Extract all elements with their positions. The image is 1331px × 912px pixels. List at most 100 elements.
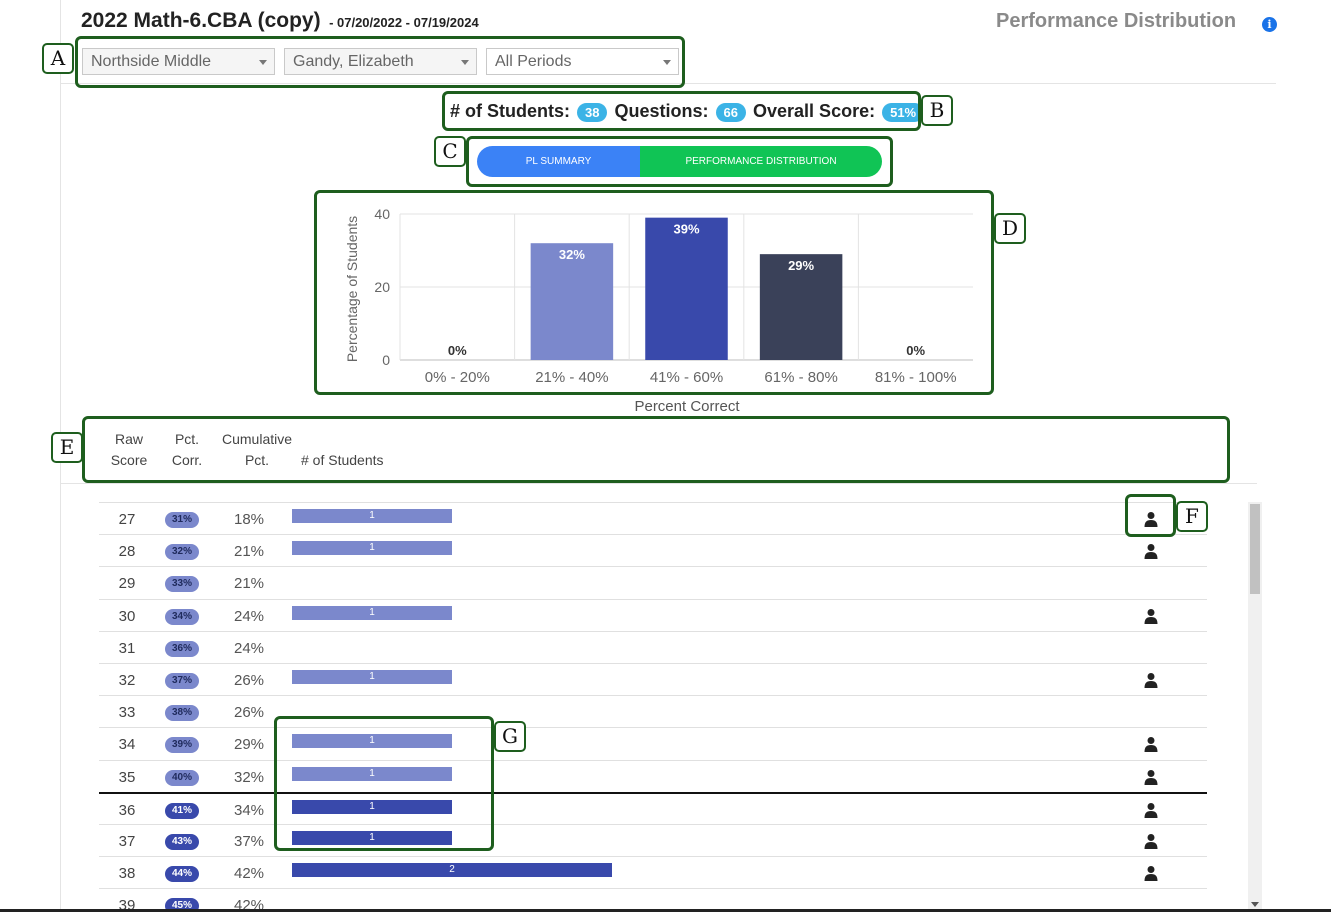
performance-distribution-chart: 0% 32% 39% 29% 0% 0 20 40 0% - 20% 21% - 40% 41% … <box>344 206 973 415</box>
raw-score-cell: 36 <box>118 801 136 819</box>
annotation-tag-b: B <box>921 95 953 126</box>
bottom-border <box>0 909 1331 912</box>
student-count-bar[interactable]: 2 <box>292 863 612 878</box>
bar-data-label: 29% <box>788 258 814 273</box>
raw-score-cell: 34 <box>118 736 136 754</box>
assessment-title: 2022 Math-6.CBA (copy) <box>81 9 321 32</box>
annotation-tag-c: C <box>434 136 466 167</box>
period-select[interactable]: All Periods <box>486 48 679 75</box>
bar[interactable] <box>645 217 728 360</box>
table-row: 36 41% 34% 1 <box>99 791 1207 824</box>
school-select[interactable]: Northside Middle <box>82 48 275 75</box>
annotation-box-f <box>1125 494 1176 537</box>
bar-data-label: 0% <box>448 343 467 358</box>
table-scrollbar[interactable] <box>1248 502 1262 909</box>
overall-score-badge: 51% <box>882 102 925 122</box>
annotation-tag-d: D <box>994 213 1026 244</box>
scroll-down-arrow[interactable] <box>1251 902 1259 907</box>
cumulative-pct-cell: 37% <box>234 833 265 850</box>
student-count-bar[interactable]: 1 <box>292 509 452 523</box>
x-tick-label: 41% - 60% <box>650 369 723 386</box>
student-count-bar[interactable]: 1 <box>292 734 452 749</box>
info-icon[interactable]: i <box>1262 17 1277 32</box>
scrollbar-thumb[interactable] <box>1250 504 1260 594</box>
student-count-bar[interactable]: 1 <box>292 541 452 556</box>
y-tick-label: 20 <box>374 279 390 295</box>
pct-correct-badge: 43% <box>165 834 199 850</box>
student-count-bar[interactable]: 1 <box>292 670 452 684</box>
cumulative-header-line1: Cumulative <box>221 431 293 447</box>
bar-data-label: 0% <box>906 343 925 358</box>
bar[interactable] <box>530 243 614 360</box>
annotation-box-e <box>82 416 1230 483</box>
person-icon[interactable] <box>1143 802 1159 818</box>
pct-correct-badge: 39% <box>165 737 199 754</box>
person-icon[interactable] <box>1143 608 1159 624</box>
view-title: Performance Distribution <box>996 10 1237 32</box>
chevron-down-icon <box>663 60 671 65</box>
raw-score-cell: 29 <box>118 575 136 593</box>
raw-score-cell: 33 <box>118 704 136 722</box>
pct-correct-badge: 44% <box>165 866 199 883</box>
pct-correct-badge: 33% <box>165 576 199 593</box>
student-count-header: # of Students <box>301 452 384 468</box>
table-row: 31 36% 24% <box>99 630 1207 663</box>
y-tick-label: 40 <box>374 206 390 222</box>
cumulative-pct-cell: 24% <box>234 639 265 657</box>
table-row: 30 34% 24% 1 <box>99 598 1207 631</box>
raw-score-cell: 37 <box>118 833 136 850</box>
pct-correct-header-line1: Pct. <box>174 431 200 447</box>
raw-score-cell: 35 <box>118 768 136 786</box>
raw-score-cell: 28 <box>118 543 136 561</box>
pct-correct-badge: 40% <box>165 769 199 786</box>
header-divider <box>61 83 1276 84</box>
teacher-select[interactable]: Gandy, Elizabeth <box>284 48 477 75</box>
person-icon[interactable] <box>1143 543 1159 560</box>
person-icon[interactable] <box>1143 769 1159 785</box>
pct-correct-badge: 45% <box>165 898 199 909</box>
table-header-divider <box>61 483 1257 484</box>
raw-score-cell: 31 <box>118 639 136 657</box>
cumulative-pct-cell: 24% <box>234 607 265 625</box>
table-row: 38 44% 42% 2 <box>99 856 1207 888</box>
cumulative-pct-cell: 42% <box>234 865 265 883</box>
cumulative-pct-header: Cumulative Pct. <box>217 429 297 471</box>
raw-score-cell: 32 <box>118 672 136 689</box>
student-count-bar[interactable]: 1 <box>292 799 452 814</box>
pct-correct-badge: 41% <box>165 802 199 819</box>
questions-label: Questions: <box>614 101 709 121</box>
view-toggle: PL SUMMARY PERFORMANCE DISTRIBUTION <box>477 146 882 177</box>
date-range: - 07/20/2022 - 07/19/2024 <box>329 15 479 30</box>
performance-distribution-tab[interactable]: PERFORMANCE DISTRIBUTION <box>640 146 882 177</box>
teacher-select-value: Gandy, Elizabeth <box>293 53 414 70</box>
chevron-down-icon <box>461 60 469 65</box>
person-icon[interactable] <box>1143 736 1159 753</box>
person-icon[interactable] <box>1143 672 1159 688</box>
annotation-tag-g: G <box>494 721 526 752</box>
table-row: 29 33% 21% <box>99 566 1207 598</box>
page-title: 2022 Math-6.CBA (copy) - 07/20/2022 - 07… <box>81 9 479 33</box>
annotation-box-a <box>75 36 685 88</box>
cumulative-header-line2: Pct. <box>244 452 270 468</box>
person-icon[interactable] <box>1143 833 1159 849</box>
pl-summary-tab[interactable]: PL SUMMARY <box>477 146 640 177</box>
students-count-badge: 38 <box>577 102 608 122</box>
student-count-bar[interactable]: 1 <box>292 605 452 620</box>
student-count-bar[interactable]: 1 <box>292 831 452 845</box>
pct-correct-badge: 36% <box>165 640 199 657</box>
pct-correct-badge: 37% <box>165 673 199 689</box>
person-icon[interactable] <box>1143 511 1159 527</box>
annotation-box-b <box>442 91 921 131</box>
bar[interactable] <box>759 254 843 360</box>
student-count-bar[interactable]: 1 <box>292 766 452 781</box>
raw-score-cell: 30 <box>118 607 136 625</box>
cumulative-pct-cell: 26% <box>234 704 265 722</box>
annotation-box-d <box>314 190 994 395</box>
period-select-value: All Periods <box>495 53 572 70</box>
x-tick-label: 61% - 80% <box>764 369 837 386</box>
x-tick-label: 0% - 20% <box>425 369 490 386</box>
raw-score-header-line2: Score <box>110 452 148 468</box>
person-icon[interactable] <box>1143 865 1159 882</box>
cumulative-pct-cell: 32% <box>234 768 265 786</box>
annotation-box-g <box>274 716 494 851</box>
